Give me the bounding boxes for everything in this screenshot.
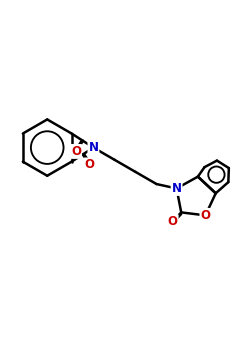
Text: O: O xyxy=(168,215,178,228)
Text: O: O xyxy=(85,159,95,172)
Text: O: O xyxy=(200,209,210,222)
Text: O: O xyxy=(71,145,81,158)
Text: N: N xyxy=(88,141,99,154)
Text: N: N xyxy=(172,182,181,195)
